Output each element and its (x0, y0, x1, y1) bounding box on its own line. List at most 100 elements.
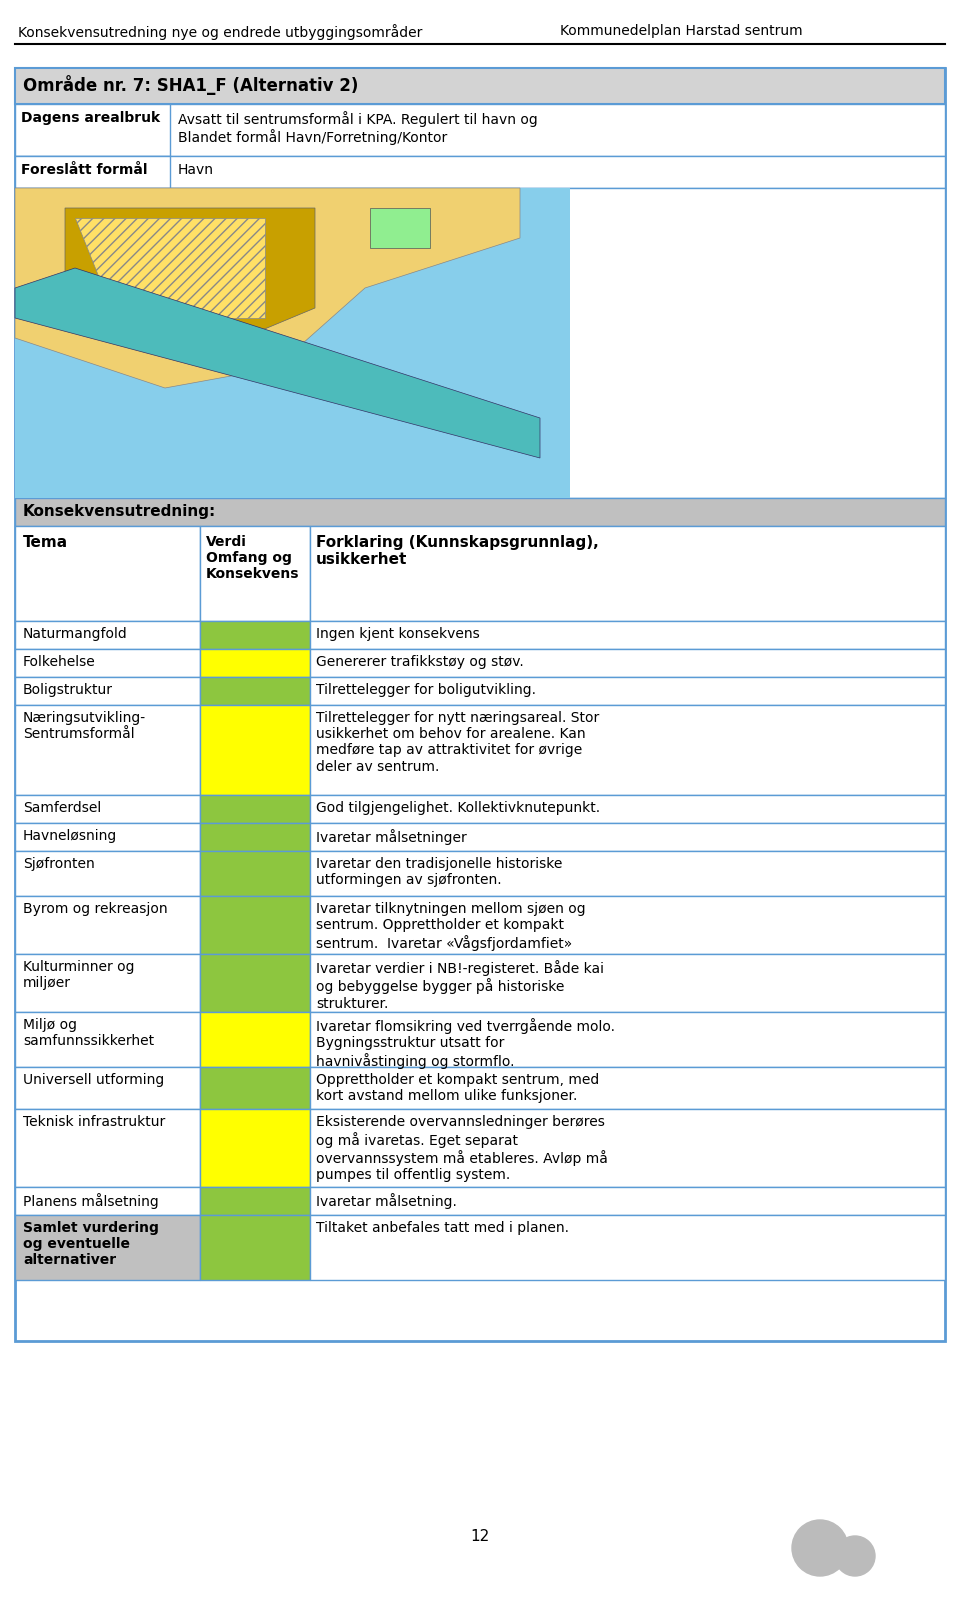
Text: God tilgjengelighet. Kollektivknutepunkt.: God tilgjengelighet. Kollektivknutepunkt… (316, 800, 600, 815)
Bar (15, 188, 570, 498)
Bar (15, 498, 945, 527)
Bar (310, 649, 945, 677)
Text: Ivaretar målsetninger: Ivaretar målsetninger (316, 828, 467, 844)
Polygon shape (15, 269, 540, 459)
Bar (310, 677, 945, 706)
Bar (15, 677, 200, 706)
Circle shape (792, 1521, 848, 1576)
Bar (15, 706, 200, 795)
Bar (15, 188, 945, 498)
Bar (310, 1216, 945, 1281)
Bar (310, 706, 945, 795)
Text: Kommunedelplan Harstad sentrum: Kommunedelplan Harstad sentrum (560, 24, 803, 37)
Bar (15, 157, 945, 188)
Bar (15, 852, 200, 896)
Bar (15, 1109, 200, 1188)
Text: Ingen kjent konsekvens: Ingen kjent konsekvens (316, 626, 480, 641)
Text: Boligstruktur: Boligstruktur (23, 683, 113, 696)
Bar (200, 954, 310, 1013)
Text: Ivaretar den tradisjonelle historiske
utformingen av sjøfronten.: Ivaretar den tradisjonelle historiske ut… (316, 857, 563, 886)
Bar (310, 1109, 945, 1188)
Bar (200, 649, 310, 677)
Bar (15, 795, 200, 823)
Text: Byrom og rekreasjon: Byrom og rekreasjon (23, 901, 168, 915)
Bar (310, 823, 945, 852)
Polygon shape (65, 209, 315, 359)
Text: Eksisterende overvannsledninger berøres
og må ivaretas. Eget separat
overvannssy: Eksisterende overvannsledninger berøres … (316, 1115, 608, 1182)
Bar (200, 677, 310, 706)
Text: Dagens arealbruk: Dagens arealbruk (21, 110, 160, 125)
Polygon shape (15, 188, 520, 390)
Text: Universell utforming: Universell utforming (23, 1073, 164, 1086)
Bar (200, 896, 310, 954)
Text: Konsekvensutredning nye og endrede utbyggingsområder: Konsekvensutredning nye og endrede utbyg… (18, 24, 422, 41)
Bar (15, 823, 200, 852)
Text: Planens målsetning: Planens målsetning (23, 1193, 158, 1208)
Text: Konsekvensutredning:: Konsekvensutredning: (23, 503, 216, 519)
Bar (310, 1013, 945, 1068)
Bar (310, 1068, 945, 1109)
Text: 12: 12 (470, 1529, 490, 1543)
Text: Naturmangfold: Naturmangfold (23, 626, 128, 641)
Text: Genererer trafikkstøy og støv.: Genererer trafikkstøy og støv. (316, 654, 524, 669)
Bar (310, 795, 945, 823)
Text: Tiltaket anbefales tatt med i planen.: Tiltaket anbefales tatt med i planen. (316, 1220, 569, 1233)
Text: Næringsutvikling-
Sentrumsformål: Næringsutvikling- Sentrumsformål (23, 711, 146, 740)
Bar (15, 1188, 200, 1216)
Bar (200, 1109, 310, 1188)
Polygon shape (75, 219, 265, 318)
Text: Tilrettelegger for boligutvikling.: Tilrettelegger for boligutvikling. (316, 683, 536, 696)
Text: Tema: Tema (23, 534, 68, 550)
Bar (15, 649, 200, 677)
Bar (200, 1216, 310, 1281)
Bar (15, 1013, 200, 1068)
Bar (370, 209, 430, 248)
Text: Verdi
Omfang og
Konsekvens: Verdi Omfang og Konsekvens (206, 534, 300, 581)
Text: Teknisk infrastruktur: Teknisk infrastruktur (23, 1115, 165, 1128)
Text: Avsatt til sentrumsformål i KPA. Regulert til havn og
Blandet formål Havn/Forret: Avsatt til sentrumsformål i KPA. Reguler… (178, 110, 538, 146)
Bar (15, 896, 200, 954)
Bar (200, 706, 310, 795)
Bar (310, 896, 945, 954)
Text: Havneløsning: Havneløsning (23, 828, 117, 842)
Text: Sjøfronten: Sjøfronten (23, 857, 95, 870)
Bar (200, 622, 310, 649)
Bar (200, 852, 310, 896)
Bar (200, 1068, 310, 1109)
Bar (200, 823, 310, 852)
Polygon shape (15, 308, 570, 498)
Bar (310, 954, 945, 1013)
Bar (15, 105, 170, 157)
Text: Ivaretar tilknytningen mellom sjøen og
sentrum. Opprettholder et kompakt
sentrum: Ivaretar tilknytningen mellom sjøen og s… (316, 901, 586, 949)
Text: Forklaring (Kunnskapsgrunnlag),
usikkerhet: Forklaring (Kunnskapsgrunnlag), usikkerh… (316, 534, 599, 566)
Bar (15, 157, 170, 188)
Text: Kulturminner og
miljøer: Kulturminner og miljøer (23, 959, 134, 990)
Text: Område nr. 7: SHA1_F (Alternativ 2): Område nr. 7: SHA1_F (Alternativ 2) (23, 75, 358, 94)
Text: Opprettholder et kompakt sentrum, med
kort avstand mellom ulike funksjoner.: Opprettholder et kompakt sentrum, med ko… (316, 1073, 599, 1102)
Bar (15, 954, 200, 1013)
Bar (310, 852, 945, 896)
Bar (310, 1188, 945, 1216)
Text: Miljø og
samfunnssikkerhet: Miljø og samfunnssikkerhet (23, 1018, 155, 1047)
Bar (200, 1013, 310, 1068)
Bar (15, 68, 945, 1341)
Bar (15, 1216, 200, 1281)
Text: Ivaretar flomsikring ved tverrgående molo.
Bygningsstruktur utsatt for
havnivåst: Ivaretar flomsikring ved tverrgående mol… (316, 1018, 615, 1068)
Bar (15, 622, 200, 649)
Bar (200, 1188, 310, 1216)
Text: Samlet vurdering
og eventuelle
alternativer: Samlet vurdering og eventuelle alternati… (23, 1220, 158, 1266)
Bar (15, 68, 945, 105)
Bar (200, 527, 310, 622)
Bar (15, 105, 945, 157)
Text: Foreslått formål: Foreslått formål (21, 162, 148, 177)
Bar (15, 1068, 200, 1109)
Text: Folkehelse: Folkehelse (23, 654, 96, 669)
Text: Samferdsel: Samferdsel (23, 800, 101, 815)
Bar (310, 622, 945, 649)
Text: Ivaretar verdier i NB!-registeret. Både kai
og bebyggelse bygger på historiske
s: Ivaretar verdier i NB!-registeret. Både … (316, 959, 604, 1010)
Bar (310, 527, 945, 622)
Bar (15, 527, 200, 622)
Circle shape (835, 1535, 875, 1576)
Bar (200, 795, 310, 823)
Text: Havn: Havn (178, 162, 214, 177)
